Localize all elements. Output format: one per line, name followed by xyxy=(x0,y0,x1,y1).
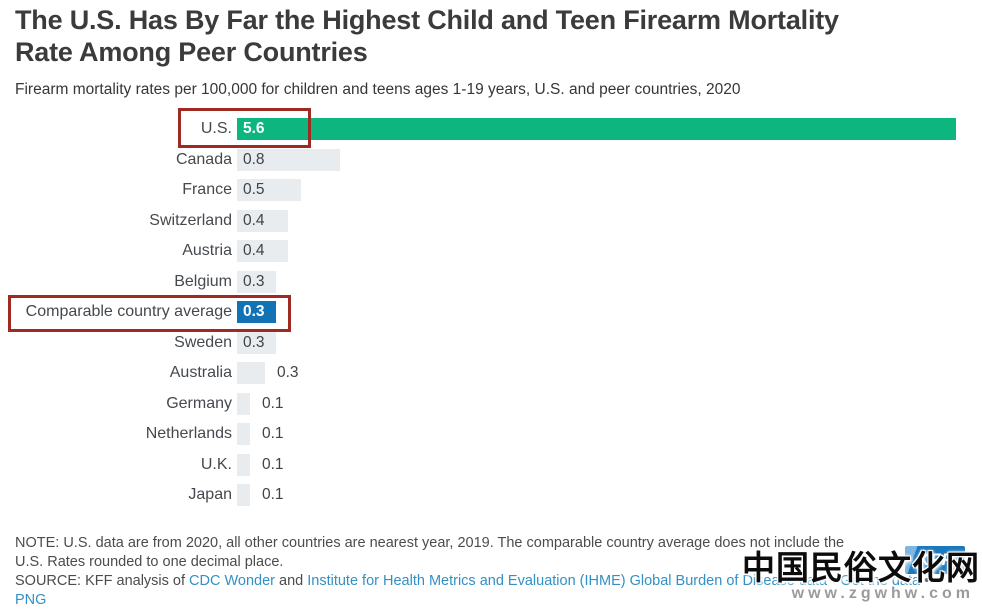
row-label: Netherlands xyxy=(145,425,232,443)
chart-row: Austria 0.4 xyxy=(0,236,982,267)
bar-track: 0.1 xyxy=(237,484,982,507)
row-label: Australia xyxy=(169,364,232,382)
source-bullet1: • xyxy=(827,573,841,589)
value-label: 0.1 xyxy=(262,455,284,473)
bar-average: 0.3 xyxy=(237,301,276,324)
value-label: 0.5 xyxy=(243,181,265,199)
bar-track: 0.8 xyxy=(237,148,982,171)
chart-title-line2: Rate Among Peer Countries xyxy=(15,37,368,67)
row-label: France xyxy=(182,181,232,199)
bar-track: 0.3 xyxy=(237,270,982,293)
bar-default xyxy=(237,392,250,415)
row-label: Switzerland xyxy=(149,211,232,229)
bar-default: 0.5 xyxy=(237,179,301,202)
average-highlight-box xyxy=(8,295,291,332)
bar-track: 0.1 xyxy=(237,453,982,476)
value-label: 0.1 xyxy=(262,486,284,504)
bar-us: 5.6 xyxy=(237,118,956,141)
source-prefix: SOURCE: KFF analysis of xyxy=(15,573,190,589)
bar-default xyxy=(237,423,250,446)
bar-default xyxy=(237,484,250,507)
bar-default: 0.8 xyxy=(237,148,340,171)
chart-row: U.K. 0.1 xyxy=(0,450,982,481)
png-link[interactable]: PNG xyxy=(15,592,47,608)
chart-row: Germany 0.1 xyxy=(0,389,982,420)
bar-default: 0.3 xyxy=(237,270,276,293)
bar-chart: U.S. 5.6 Canada 0.8 France 0.5 Switzerland 0.4 A… xyxy=(0,114,982,511)
kff-logo: KFF xyxy=(905,546,965,574)
bar-default xyxy=(237,362,265,385)
value-label: 0.4 xyxy=(243,242,265,260)
value-label: 0.1 xyxy=(262,425,284,443)
bar-track: 0.5 xyxy=(237,179,982,202)
chart-title-line1: The U.S. Has By Far the Highest Child an… xyxy=(15,5,839,35)
chart-row: Canada 0.8 xyxy=(0,145,982,176)
value-label: 0.4 xyxy=(243,211,265,229)
bar-track: 0.3 xyxy=(237,301,982,324)
row-label: U.K. xyxy=(200,455,232,473)
row-label: Sweden xyxy=(174,333,232,351)
get-the-data-link[interactable]: Get the data xyxy=(840,573,921,589)
value-label: 0.3 xyxy=(243,272,265,290)
value-label: 5.6 xyxy=(243,120,265,138)
value-label: 0.3 xyxy=(243,333,265,351)
chart-row: Netherlands 0.1 xyxy=(0,419,982,450)
row-label: Canada xyxy=(175,150,232,168)
chart-row: Belgium 0.3 xyxy=(0,267,982,298)
bar-track: 0.3 xyxy=(237,331,982,354)
watermark-url: www.zgwhw.com xyxy=(791,585,974,602)
row-label: Belgium xyxy=(174,272,232,290)
bar-track: 5.6 xyxy=(237,118,982,141)
us-highlight-box xyxy=(178,108,311,148)
chart-row: Comparable country average 0.3 xyxy=(0,297,982,328)
row-label: Austria xyxy=(182,242,232,260)
note-line1: NOTE: U.S. data are from 2020, all other… xyxy=(15,535,845,551)
value-label: 0.8 xyxy=(243,150,265,168)
bar-track: 0.1 xyxy=(237,392,982,415)
value-label: 0.1 xyxy=(262,394,284,412)
value-label: 0.3 xyxy=(277,364,299,382)
row-label: U.S. xyxy=(200,120,232,138)
chart-footer: NOTE: U.S. data are from 2020, all other… xyxy=(15,534,975,610)
bar-default: 0.3 xyxy=(237,331,276,354)
watermark: 中国民俗文化网 www.zgwhw.com xyxy=(742,548,980,603)
chart-row: U.S. 5.6 xyxy=(0,114,982,145)
cdc-wonder-link[interactable]: CDC Wonder xyxy=(189,573,275,589)
kff-logo-text: KFF xyxy=(916,550,954,569)
chart-row: France 0.5 xyxy=(0,175,982,206)
chart-row: Switzerland 0.4 xyxy=(0,206,982,237)
row-label: Germany xyxy=(166,394,232,412)
watermark-text: 中国民俗文化网 xyxy=(742,548,980,587)
chart-subtitle: Firearm mortality rates per 100,000 for … xyxy=(15,81,741,98)
bar-track: 0.4 xyxy=(237,209,982,232)
chart-row: Australia 0.3 xyxy=(0,358,982,389)
chart-row: Sweden 0.3 xyxy=(0,328,982,359)
chart-header: The U.S. Has By Far the Highest Child an… xyxy=(15,4,967,99)
bar-default: 0.4 xyxy=(237,240,288,263)
source-conjunction: and xyxy=(275,573,308,589)
row-label: Comparable country average xyxy=(25,303,232,321)
bar-track: 0.3 xyxy=(237,362,982,385)
bar-default: 0.4 xyxy=(237,209,288,232)
bar-track: 0.4 xyxy=(237,240,982,263)
ihme-link[interactable]: Institute for Health Metrics and Evaluat… xyxy=(307,573,828,589)
chart-row: Japan 0.1 xyxy=(0,480,982,511)
chart-rows: U.S. 5.6 Canada 0.8 France 0.5 Switzerland 0.4 A… xyxy=(0,114,982,511)
value-label: 0.3 xyxy=(243,303,265,321)
row-label: Japan xyxy=(188,486,232,504)
source-bullet2: • xyxy=(920,573,930,589)
note-line2: U.S. Rates rounded to one decimal place. xyxy=(15,554,284,570)
source-line: SOURCE: KFF analysis of CDC Wonder and I… xyxy=(15,572,982,591)
bar-default xyxy=(237,453,250,476)
bar-track: 0.1 xyxy=(237,423,982,446)
